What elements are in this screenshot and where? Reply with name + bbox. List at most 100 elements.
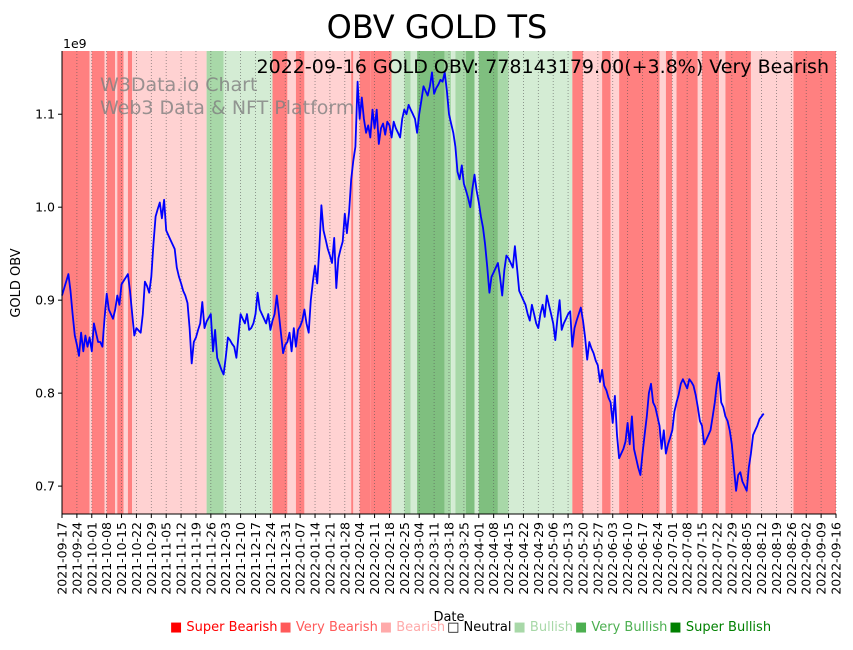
regime-band-19: [370, 51, 392, 514]
x-tick-label-15: 2021-12-31: [278, 522, 293, 595]
x-tick-label-5: 2021-10-22: [129, 522, 144, 595]
regime-band-21: [404, 51, 411, 514]
regime-band-13: [287, 51, 296, 514]
regime-band-28: [474, 51, 479, 514]
regime-band-38: [665, 51, 673, 514]
x-tick-label-1: 2021-09-24: [69, 522, 84, 595]
regime-band-6: [117, 51, 124, 514]
obv-line-layer: [61, 71, 765, 492]
regime-band-1: [89, 51, 92, 514]
regime-band-3: [104, 51, 107, 514]
x-tick-label-10: 2021-11-26: [203, 522, 218, 595]
y-tick-label-2: 0.9: [35, 293, 55, 308]
x-tick-label-2: 2021-10-01: [84, 522, 99, 595]
x-tick-label-25: 2022-03-11: [427, 522, 442, 595]
x-tick-labels: 2021-09-17 2021-09-24 2021-10-01 2021-10-08…: [55, 514, 844, 595]
x-tick-label-26: 2022-03-18: [442, 522, 457, 595]
x-tick-label-37: 2022-06-03: [605, 522, 620, 595]
x-tick-label-13: 2021-12-17: [248, 522, 263, 595]
regime-band-25: [451, 51, 456, 514]
regime-band-4: [106, 51, 116, 514]
regime-band-46: [793, 51, 836, 514]
x-tick-label-12: 2021-12-10: [233, 522, 248, 595]
last-value-annotation: 2022-09-16 GOLD OBV: 778143179.00(+3.8%)…: [257, 56, 829, 78]
x-tick-label-19: 2022-01-28: [337, 522, 352, 595]
x-tick-label-40: 2022-06-24: [650, 522, 665, 595]
x-tick-label-35: 2022-05-20: [575, 522, 590, 595]
x-tick-label-39: 2022-06-17: [635, 522, 650, 595]
regime-band-20: [391, 51, 405, 514]
regime-band-11: [223, 51, 273, 514]
regime-band-43: [719, 51, 726, 514]
y-exponent-label: 1e9: [63, 36, 87, 51]
x-tick-label-50: 2022-09-02: [799, 522, 814, 595]
regime-band-17: [353, 51, 360, 514]
obv-series-line: [61, 71, 765, 492]
x-tick-label-9: 2021-11-19: [188, 522, 203, 595]
x-tick-label-14: 2021-12-24: [263, 522, 278, 595]
x-tick-label-48: 2022-08-19: [769, 522, 784, 595]
regime-band-9: [132, 51, 207, 514]
x-tick-label-36: 2022-05-27: [590, 522, 605, 595]
x-tick-label-16: 2022-01-07: [293, 522, 308, 595]
vertical-gridlines: [61, 51, 837, 514]
x-tick-label-33: 2022-05-06: [546, 522, 561, 595]
regime-band-16: [351, 51, 354, 514]
x-tick-label-4: 2021-10-15: [114, 522, 129, 595]
regime-band-35: [610, 51, 620, 514]
regime-band-32: [572, 51, 583, 514]
regime-band-33: [582, 51, 603, 514]
x-tick-label-34: 2022-05-13: [561, 522, 576, 595]
x-tick-label-28: 2022-04-01: [471, 522, 486, 595]
x-tick-label-20: 2022-02-04: [352, 522, 367, 595]
regime-band-44: [725, 51, 751, 514]
x-tick-label-22: 2022-02-18: [382, 522, 397, 595]
watermark-line-1: W3Data.io Chart: [100, 74, 257, 96]
x-tick-label-27: 2022-03-25: [456, 522, 471, 595]
x-tick-label-45: 2022-07-29: [724, 522, 739, 595]
y-tick-label-3: 1.0: [35, 200, 55, 215]
regime-band-12: [272, 51, 288, 514]
regime-band-10: [206, 51, 224, 514]
x-tick-label-29: 2022-04-08: [486, 522, 501, 595]
regime-band-45: [750, 51, 794, 514]
regime-band-18: [359, 51, 371, 514]
x-tick-label-24: 2022-03-04: [412, 522, 427, 595]
regime-band-26: [455, 51, 467, 514]
y-tick-label-1: 0.8: [35, 386, 55, 401]
x-tick-label-3: 2021-10-08: [99, 522, 114, 595]
y-axis-label: GOLD OBV: [9, 248, 24, 317]
y-tick-label-0: 0.7: [35, 479, 55, 494]
regime-band-22: [410, 51, 418, 514]
x-tick-label-23: 2022-02-25: [397, 522, 412, 595]
legend-item-2: ■ Bearish: [379, 620, 446, 635]
watermark-line-2: Web3 Data & NFT Platform: [100, 97, 354, 119]
x-tick-label-47: 2022-08-12: [754, 522, 769, 595]
regime-band-37: [659, 51, 666, 514]
x-tick-label-6: 2021-10-29: [144, 522, 159, 595]
regime-band-34: [602, 51, 611, 514]
regime-band-41: [697, 51, 703, 514]
x-tick-label-51: 2022-09-09: [814, 522, 829, 595]
legend-item-3: □ Neutral: [447, 620, 512, 635]
regime-band-15: [304, 51, 352, 514]
regime-bands: [62, 51, 836, 514]
x-tick-label-7: 2021-11-05: [159, 522, 174, 595]
x-tick-label-11: 2021-12-03: [218, 522, 233, 595]
chart-title: OBV GOLD TS: [327, 8, 548, 46]
x-tick-label-49: 2022-08-26: [784, 522, 799, 595]
legend-item-1: ■ Very Bearish: [279, 620, 378, 635]
regime-band-27: [466, 51, 475, 514]
y-tick-labels: 0.7 0.8 0.9 1.0 1.1: [35, 107, 62, 494]
x-tick-label-8: 2021-11-12: [174, 522, 189, 595]
regime-band-39: [672, 51, 677, 514]
regime-band-24: [444, 51, 452, 514]
x-tick-label-0: 2021-09-17: [55, 522, 70, 595]
legend-item-4: ■ Bullish: [513, 620, 573, 635]
x-tick-label-31: 2022-04-22: [516, 522, 531, 595]
x-tick-label-38: 2022-06-10: [620, 522, 635, 595]
x-tick-label-44: 2022-07-22: [709, 522, 724, 595]
x-tick-label-32: 2022-04-29: [531, 522, 546, 595]
